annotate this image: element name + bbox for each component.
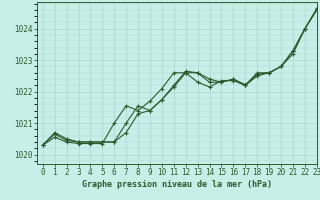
X-axis label: Graphe pression niveau de la mer (hPa): Graphe pression niveau de la mer (hPa)	[82, 180, 272, 189]
